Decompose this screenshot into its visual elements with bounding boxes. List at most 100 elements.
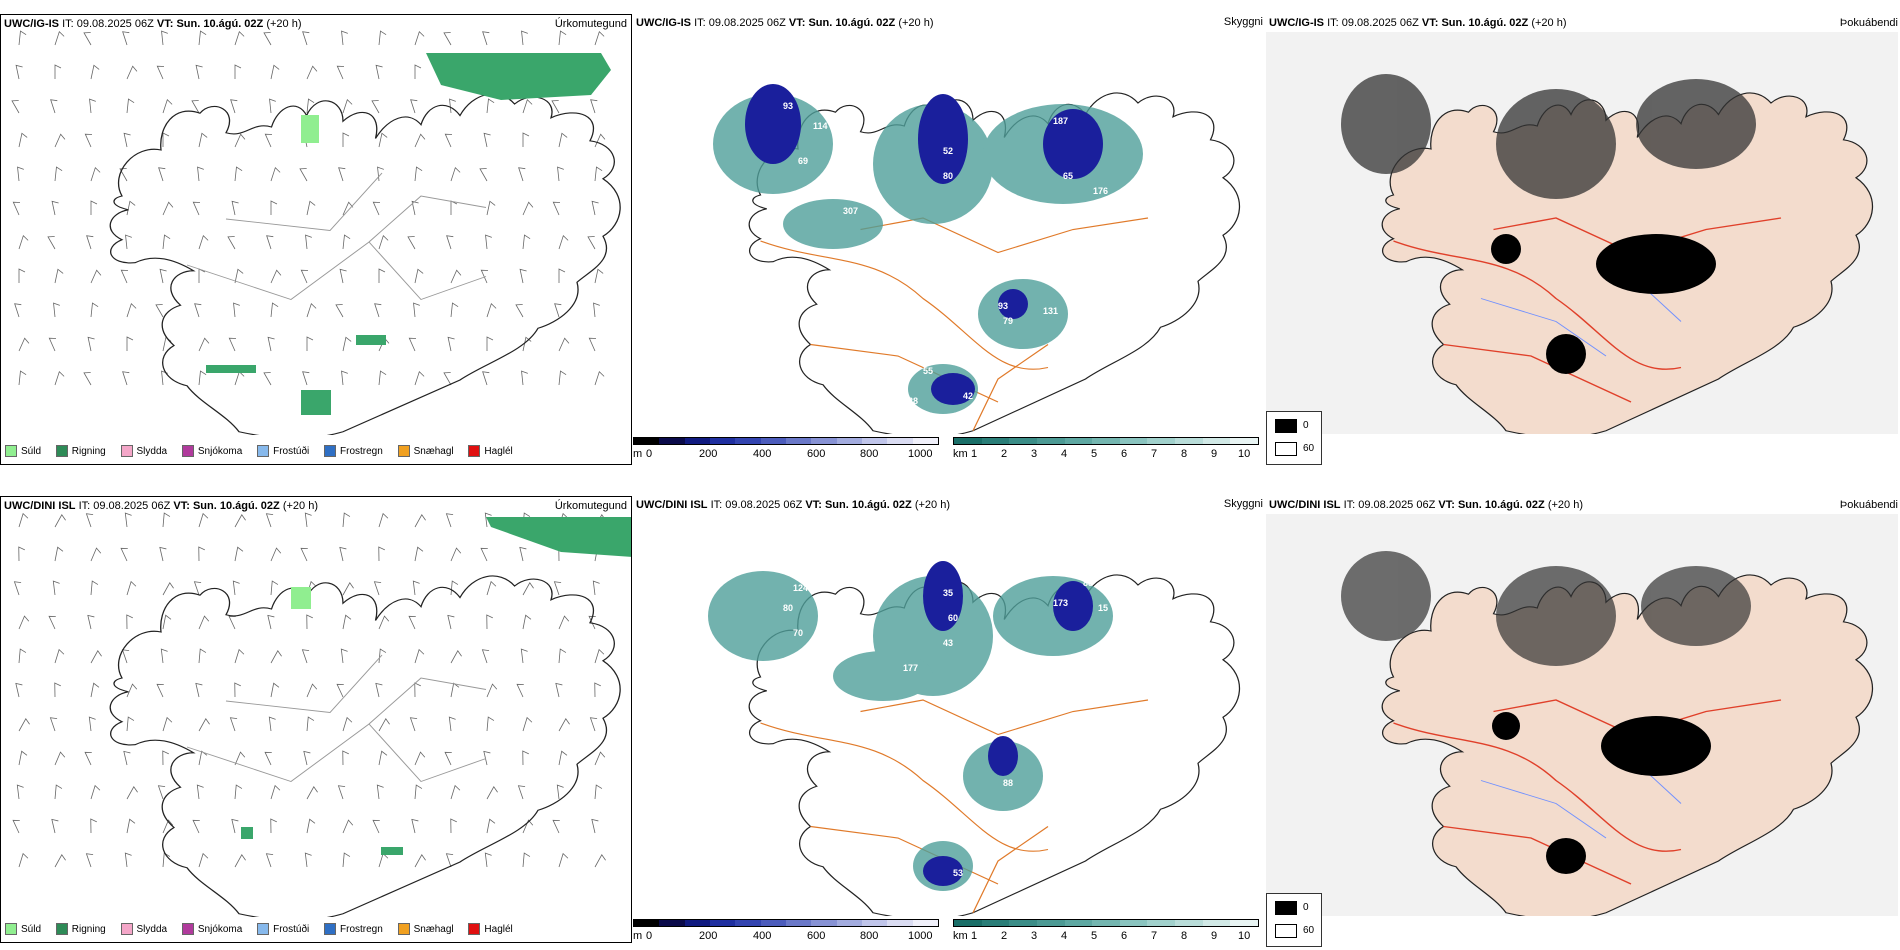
- wind-barb: [299, 168, 308, 182]
- wind-barb: [522, 581, 534, 596]
- wind-barb: [90, 200, 98, 215]
- wind-barb: [197, 166, 204, 182]
- wind-barb: [378, 852, 389, 868]
- wind-barb: [191, 100, 200, 114]
- wind-barb: [90, 269, 102, 284]
- wind-barb: [234, 682, 241, 698]
- wind-barb: [234, 268, 244, 284]
- wind-barb: [15, 682, 23, 698]
- visibility-label: 72: [1073, 301, 1083, 311]
- visibility-label: 131: [1043, 306, 1058, 316]
- wind-barb: [306, 336, 314, 351]
- visibility-label: 43: [943, 638, 953, 648]
- visibility-label: 142: [1143, 613, 1158, 623]
- wind-barb: [340, 648, 348, 664]
- wind-barb: [162, 614, 172, 630]
- fog-panel-row1: UWC/IG-IS IT: 09.08.2025 06Z VT: Sun. 10…: [1266, 14, 1898, 465]
- wind-barb: [268, 716, 276, 732]
- wind-barb: [198, 615, 210, 630]
- wind-barb: [594, 853, 606, 868]
- wind-barb: [336, 683, 344, 698]
- wind-barb: [198, 852, 209, 868]
- colorbar-segment: [1119, 438, 1148, 444]
- wind-barb: [50, 99, 58, 114]
- visibility-label: 93: [998, 301, 1008, 311]
- wind-barb: [231, 818, 239, 834]
- wind-barb: [126, 336, 134, 351]
- wind-barb: [266, 235, 274, 250]
- wind-barb: [522, 716, 533, 732]
- wind-barb: [408, 615, 416, 630]
- wind-barb: [521, 30, 528, 46]
- wind-barb: [557, 166, 564, 182]
- wind-barb: [300, 269, 309, 284]
- wind-barb: [555, 682, 563, 698]
- wind-barb: [593, 302, 600, 318]
- wind-barb: [18, 337, 30, 352]
- wind-barb: [342, 581, 354, 596]
- wind-barb: [157, 785, 166, 800]
- wind-barb: [87, 614, 95, 630]
- wind-barb: [450, 166, 461, 182]
- wind-barb: [264, 133, 273, 148]
- colorbar-segment: [760, 438, 786, 444]
- visibility-label: 88: [1003, 778, 1013, 788]
- wind-barb: [594, 268, 604, 284]
- colorbar-segment: [760, 920, 786, 926]
- wind-barb: [522, 819, 534, 834]
- visibility-label: 40: [953, 356, 963, 366]
- wind-barb: [162, 132, 170, 147]
- field-label: Þokuábendi: [1839, 17, 1898, 29]
- wind-barb: [121, 649, 130, 664]
- wind-barb: [48, 615, 56, 630]
- wind-barb: [378, 648, 387, 664]
- wind-barb: [450, 302, 459, 318]
- wind-barb: [161, 30, 168, 46]
- wind-barb: [54, 513, 66, 528]
- legend-item: Haglél: [468, 445, 513, 457]
- visibility-label: 91: [983, 116, 993, 126]
- wind-barb: [198, 30, 207, 46]
- visibility-label: 79: [1003, 316, 1013, 326]
- wind-barb: [306, 200, 316, 216]
- wind-barb: [162, 581, 174, 596]
- wind-barb: [162, 201, 174, 216]
- wind-barb: [18, 546, 25, 562]
- panel-title: UWC/IG-IS IT: 09.08.2025 06Z VT: Sun. 10…: [1269, 17, 1567, 29]
- wind-barb: [412, 580, 420, 596]
- wind-barb: [265, 853, 274, 868]
- wind-barb: [229, 717, 238, 732]
- wind-barb: [375, 682, 383, 698]
- colorbar-segment: [912, 920, 938, 926]
- visibility-label: 93: [783, 101, 793, 111]
- wind-barb: [486, 716, 495, 732]
- wind-barb: [371, 100, 380, 114]
- visibility-label: 182: [1043, 673, 1058, 683]
- wind-barb: [558, 750, 568, 766]
- precip-legend: Súld Rigning Slydda Snjókoma Frostúði Fr…: [5, 445, 525, 460]
- legend-swatch: [120, 923, 133, 935]
- wind-barb: [556, 784, 564, 800]
- wind-barb: [342, 512, 351, 528]
- colorbar-segment: [861, 438, 888, 444]
- wind-barb: [270, 269, 282, 284]
- wind-barb: [414, 370, 425, 386]
- wind-barb: [486, 580, 497, 596]
- wind-barb: [270, 818, 277, 834]
- wind-barb: [302, 31, 310, 46]
- visibility-label: 113: [773, 206, 788, 216]
- wind-barb: [270, 580, 279, 596]
- wind-barb: [124, 512, 132, 528]
- wind-barb: [591, 818, 599, 834]
- wind-barb: [195, 682, 203, 698]
- wind-barb: [54, 751, 66, 766]
- precip-map: [12, 512, 631, 917]
- legend-item: Frostúði: [257, 923, 309, 935]
- colorbar-segment: [785, 438, 812, 444]
- wind-barb: [589, 717, 598, 732]
- wind-barb: [192, 201, 201, 216]
- legend-swatch: [55, 445, 68, 457]
- wind-barb: [378, 512, 389, 528]
- wind-barb: [592, 580, 600, 596]
- wind-barb: [342, 750, 349, 766]
